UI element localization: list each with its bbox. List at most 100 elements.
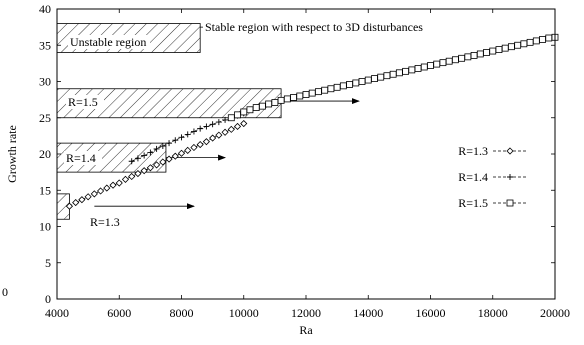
data-point-plus (166, 140, 173, 147)
data-point-square (352, 79, 360, 87)
x-tick-label: 20000 (540, 306, 570, 320)
data-point-diamond (153, 161, 161, 169)
data-point-diamond (90, 190, 98, 198)
stray-tick-label: 0 (2, 285, 8, 299)
data-point-diamond (109, 181, 117, 189)
text-labels: Ra Growth rate 0 (2, 125, 313, 337)
data-point-square (371, 75, 378, 82)
data-point-plus (197, 125, 204, 132)
data-point-square (339, 82, 347, 90)
data-point-plus (172, 137, 179, 144)
x-tick-label: 18000 (478, 306, 508, 320)
data-point-plus (222, 116, 229, 123)
data-point-diamond (240, 119, 248, 128)
y-tick-label: 30 (39, 75, 51, 89)
data-point-square (308, 89, 316, 97)
annotation-text: Stable region with respect to 3D disturb… (205, 20, 423, 34)
data-point-square (327, 85, 335, 93)
data-point-square (539, 36, 546, 43)
data-point-square (364, 76, 372, 84)
data-point-plus (215, 119, 222, 126)
data-point-square (252, 104, 260, 111)
data-point-square (489, 47, 497, 55)
x-tick-label: 4000 (45, 306, 69, 320)
series-square (227, 33, 559, 122)
data-point-diamond (196, 141, 204, 149)
y-tick-label: 5 (45, 256, 51, 270)
axis-ticks: 4000 6000 8000 10000 12000 14000 16000 18000 200… (39, 2, 570, 320)
y-tick-label: 40 (39, 2, 51, 16)
x-tick-label: 10000 (229, 306, 259, 320)
data-point-square (240, 108, 248, 116)
legend-label: R=1.5 (458, 196, 488, 210)
data-point-plus (128, 158, 135, 165)
x-tick-label: 16000 (416, 306, 446, 320)
data-point-plus (209, 121, 216, 128)
data-point-square (495, 46, 503, 53)
data-point-diamond (159, 158, 167, 166)
data-point-plus (141, 152, 148, 159)
data-point-plus (178, 134, 185, 141)
data-point-plus (190, 128, 197, 135)
data-point-diamond (202, 138, 210, 146)
data-point-diamond (184, 146, 192, 154)
data-point-diamond (165, 155, 173, 163)
y-tick-label: 20 (39, 147, 51, 161)
region-label: R=1.5 (68, 95, 98, 109)
data-point-square (315, 88, 322, 96)
data-point-diamond (72, 199, 80, 207)
data-point-square (545, 34, 553, 42)
data-point-plus (159, 143, 166, 150)
x-axis-label: Ra (299, 323, 313, 337)
data-point-square (227, 114, 235, 122)
hatched-regions: Unstable region R=1.5 R=1.4 R=1.3 (56, 23, 282, 229)
data-point-square (277, 96, 285, 104)
data-point-plus (507, 174, 513, 180)
data-point-square (234, 111, 241, 119)
data-point-square (508, 43, 515, 51)
x-tick-label: 6000 (107, 306, 131, 320)
data-point-square (439, 59, 447, 67)
data-point-diamond (115, 179, 123, 187)
data-point-square (377, 73, 385, 81)
data-point-square (427, 62, 434, 69)
data-point-square (290, 94, 297, 101)
data-point-square (246, 106, 254, 114)
legend-background (432, 144, 532, 159)
data-point-square (402, 67, 410, 75)
data-point-diamond (171, 152, 179, 160)
data-point-diamond (103, 184, 111, 192)
data-point-square (476, 50, 484, 58)
data-point-diamond (65, 202, 74, 210)
legend-background (432, 170, 532, 185)
data-point-square (501, 44, 509, 52)
region-label: R=1.4 (66, 151, 96, 165)
data-series (65, 33, 559, 210)
legend-label: R=1.3 (458, 144, 488, 158)
y-tick-label: 35 (39, 38, 51, 52)
data-point-square (520, 40, 528, 48)
region-label-background (68, 35, 150, 49)
legend: R=1.3 R=1.4 R=1.5 (432, 144, 532, 211)
region-label-background (66, 95, 104, 109)
data-point-diamond (84, 193, 92, 201)
data-point-square (358, 78, 366, 85)
data-point-diamond (190, 143, 198, 152)
data-point-square (321, 86, 329, 94)
data-point-diamond (227, 125, 235, 133)
data-point-square (259, 102, 266, 110)
data-point-diamond (177, 149, 186, 157)
data-point-plus (134, 155, 141, 162)
data-point-diamond (78, 196, 86, 204)
data-point-square (283, 95, 291, 103)
data-point-square (383, 72, 391, 80)
data-point-diamond (128, 172, 136, 181)
data-point-plus (147, 149, 154, 156)
y-tick-label: 15 (39, 183, 51, 197)
x-tick-label: 8000 (170, 306, 194, 320)
data-point-plus (184, 131, 191, 138)
data-point-diamond (121, 175, 130, 183)
data-point-square (506, 199, 514, 207)
data-point-square (389, 70, 397, 78)
